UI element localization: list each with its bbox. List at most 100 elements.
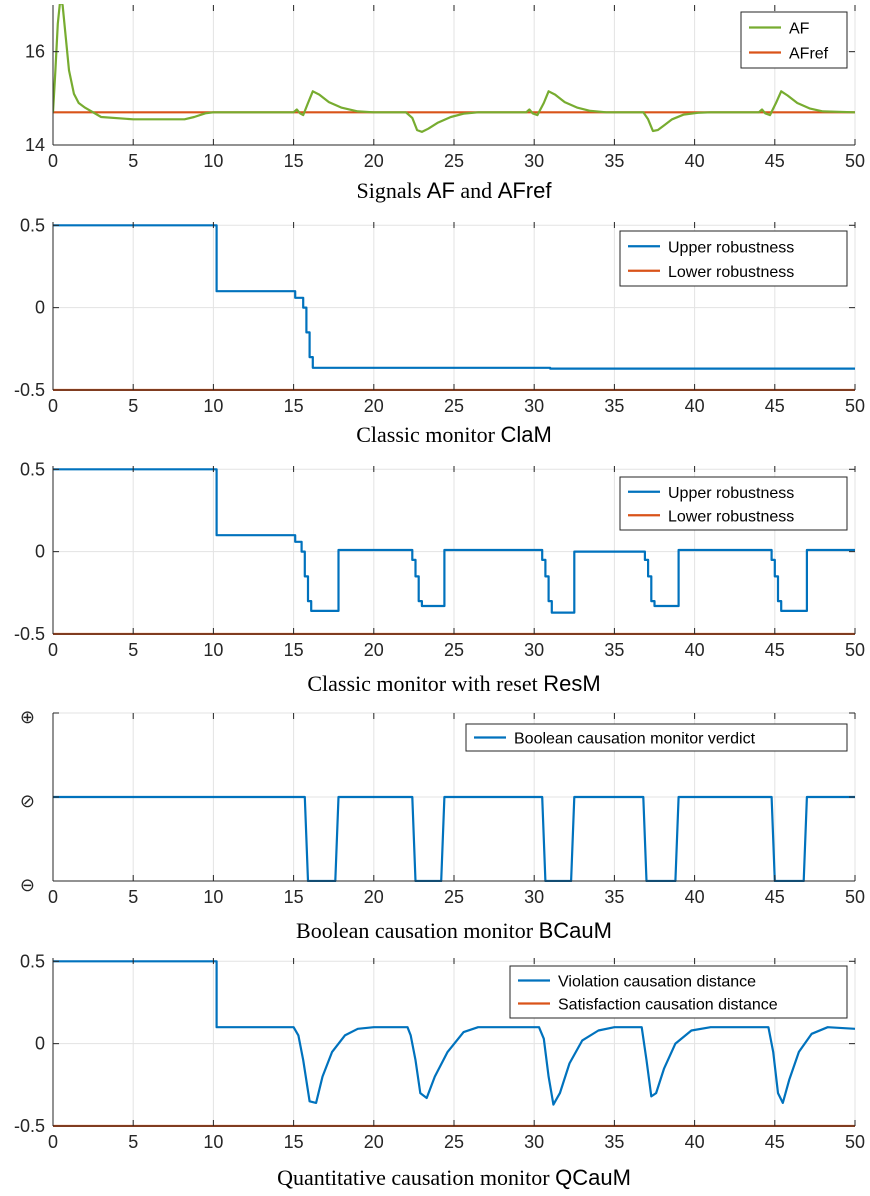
x-tick-label: 50 [845, 396, 865, 416]
x-tick-label: 5 [128, 887, 138, 907]
chart-caption: Quantitative causation monitor QCauM [277, 1165, 631, 1190]
x-tick-label: 25 [444, 640, 464, 660]
x-tick-label: 20 [364, 640, 384, 660]
caption-text: Classic monitor with reset [307, 671, 543, 696]
caption-symbol: AF [427, 178, 455, 203]
x-tick-label: 0 [48, 1132, 58, 1152]
x-tick-label: 20 [364, 887, 384, 907]
legend-label-2: Satisfaction causation distance [558, 997, 778, 1014]
x-tick-label: 40 [685, 151, 705, 171]
series-line-1 [53, 224, 855, 370]
x-tick-label: 25 [444, 887, 464, 907]
legend-label-1: AF [789, 21, 810, 38]
legend-label-2: Lower robustness [668, 264, 794, 281]
x-tick-label: 0 [48, 640, 58, 660]
x-tick-label: 20 [364, 151, 384, 171]
x-tick-label: 20 [364, 1132, 384, 1152]
legend-box [740, 11, 848, 69]
x-tick-label: 35 [604, 396, 624, 416]
x-tick-label: 5 [128, 396, 138, 416]
x-tick-label: 30 [524, 1132, 544, 1152]
y-tick-label: 0.5 [20, 215, 45, 235]
x-tick-label: 10 [203, 1132, 223, 1152]
x-tick-label: 10 [203, 640, 223, 660]
x-tick-label: 50 [845, 151, 865, 171]
x-tick-label: 45 [765, 887, 785, 907]
x-tick-label: 45 [765, 640, 785, 660]
y-tick-label: -0.5 [14, 624, 45, 644]
x-tick-label: 15 [284, 1132, 304, 1152]
series-line-1 [53, 468, 855, 614]
x-tick-label: 10 [203, 151, 223, 171]
series-line-1 [53, 960, 855, 1106]
legend-label-1: Upper robustness [668, 485, 794, 502]
legend: Upper robustness Lower robustness [619, 230, 848, 287]
caption-symbol: BCauM [539, 918, 612, 943]
x-tick-label: 25 [444, 1132, 464, 1152]
y-tick-label: 0.5 [20, 459, 45, 479]
legend-box [465, 723, 848, 752]
x-tick-label: 50 [845, 1132, 865, 1152]
x-tick-label: 40 [685, 1132, 705, 1152]
x-tick-label: 30 [524, 396, 544, 416]
y-tick-label: -0.5 [14, 1116, 45, 1136]
x-tick-label: 35 [604, 640, 624, 660]
caption-symbol: ClaM [500, 422, 551, 447]
legend-box [509, 965, 848, 1019]
x-tick-label: 15 [284, 640, 304, 660]
series-line-1 [53, 4, 855, 133]
x-tick-label: 45 [765, 151, 785, 171]
x-tick-label: 15 [284, 887, 304, 907]
caption-text: Quantitative causation monitor [277, 1165, 555, 1190]
y-tick-label: 14 [25, 135, 45, 155]
chart-panel-4: 0 5 10 15 20 25 30 35 40 45 50 ⊖ ⊘ ⊕ Boolean causation… [20, 707, 865, 943]
x-tick-label: 25 [444, 396, 464, 416]
caption-symbol: ResM [543, 671, 600, 696]
caption-text: Classic monitor [356, 422, 500, 447]
y-tick-label: 0 [35, 1034, 45, 1054]
x-tick-label: 50 [845, 640, 865, 660]
x-tick-label: 40 [685, 887, 705, 907]
x-tick-label: 45 [765, 1132, 785, 1152]
x-tick-label: 5 [128, 1132, 138, 1152]
legend: AF AFref [740, 11, 848, 69]
y-tick-label: ⊕ [20, 707, 35, 727]
caption-text: Boolean causation monitor [296, 918, 539, 943]
x-tick-label: 25 [444, 151, 464, 171]
x-tick-label: 35 [604, 1132, 624, 1152]
legend-label-2: Lower robustness [668, 508, 794, 525]
legend: Boolean causation monitor verdict [465, 723, 848, 752]
legend-box [619, 476, 848, 531]
y-tick-label: 0.5 [20, 951, 45, 971]
legend-label-1: Violation causation distance [558, 974, 756, 991]
x-tick-label: 35 [604, 151, 624, 171]
x-tick-label: 0 [48, 887, 58, 907]
y-tick-label: 16 [25, 42, 45, 62]
x-tick-label: 10 [203, 887, 223, 907]
y-tick-label: -0.5 [14, 380, 45, 400]
x-tick-label: 10 [203, 396, 223, 416]
caption-symbol: QCauM [555, 1165, 631, 1190]
chart-caption: Signals AF and AFref [357, 178, 553, 203]
y-tick-label: 0 [35, 298, 45, 318]
x-tick-label: 5 [128, 151, 138, 171]
x-tick-label: 15 [284, 151, 304, 171]
legend: Violation causation distance Satisfaction… [509, 965, 848, 1019]
x-tick-label: 0 [48, 396, 58, 416]
x-tick-label: 50 [845, 887, 865, 907]
legend-label-1: Boolean causation monitor verdict [514, 731, 756, 748]
x-tick-label: 5 [128, 640, 138, 660]
chart-caption: Classic monitor ClaM [356, 422, 552, 447]
legend-box [619, 230, 848, 287]
x-tick-label: 20 [364, 396, 384, 416]
y-tick-label: ⊘ [20, 791, 35, 811]
x-tick-label: 30 [524, 151, 544, 171]
x-tick-label: 0 [48, 151, 58, 171]
y-tick-label: 0 [35, 542, 45, 562]
x-tick-label: 35 [604, 887, 624, 907]
